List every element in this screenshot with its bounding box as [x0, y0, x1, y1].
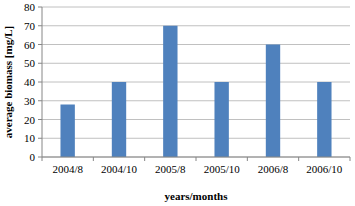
bar — [112, 82, 126, 157]
x-tick — [196, 157, 197, 161]
y-tick-label: 10 — [24, 132, 36, 144]
x-tick — [247, 157, 248, 161]
y-tick-label: 20 — [24, 114, 36, 126]
grid-line — [42, 44, 350, 45]
bar — [317, 82, 331, 157]
y-tick — [38, 138, 42, 139]
y-tick-label: 40 — [24, 76, 36, 88]
x-tick-label: 2006/10 — [306, 163, 343, 175]
y-tick-label: 50 — [24, 57, 36, 69]
x-tick-label: 2005/8 — [155, 163, 186, 175]
x-tick — [93, 157, 94, 161]
grid-line — [42, 82, 350, 83]
chart-container: 0 10 20 30 40 50 60 70 80 2004/8 2004/10 2005/8 2005… — [0, 0, 355, 206]
y-tick — [38, 44, 42, 45]
y-tick — [38, 25, 42, 26]
y-tick — [38, 7, 42, 8]
bar — [60, 105, 74, 158]
grid-line — [42, 25, 350, 26]
chart-svg: 0 10 20 30 40 50 60 70 80 2004/8 2004/10 2005/8 2005… — [0, 0, 355, 206]
x-axis-title: years/months — [165, 190, 229, 202]
bar — [163, 26, 177, 157]
y-axis-title: average biomass [mg/L] — [2, 26, 14, 138]
bar — [214, 82, 228, 157]
y-tick — [38, 119, 42, 120]
y-axis — [42, 7, 43, 157]
x-tick-label: 2004/10 — [101, 163, 138, 175]
grid-line — [42, 63, 350, 64]
x-tick-label: 2004/8 — [52, 163, 83, 175]
y-tick — [38, 100, 42, 101]
y-tick — [38, 157, 42, 158]
bar — [266, 45, 280, 158]
grid-line — [42, 100, 350, 101]
y-tick-label: 80 — [24, 1, 36, 13]
y-tick-label: 0 — [30, 151, 36, 163]
x-tick — [298, 157, 299, 161]
y-tick-label: 70 — [24, 20, 36, 32]
grid-line — [42, 138, 350, 139]
y-tick-label: 60 — [24, 39, 36, 51]
x-tick — [350, 157, 351, 161]
bars — [60, 26, 331, 157]
x-tick-label: 2005/10 — [204, 163, 241, 175]
grid-line — [42, 7, 350, 8]
grid-line — [42, 119, 350, 120]
x-tick — [42, 157, 43, 161]
x-tick — [144, 157, 145, 161]
x-tick-label: 2006/8 — [258, 163, 289, 175]
y-tick-label: 30 — [24, 95, 36, 107]
y-tick — [38, 82, 42, 83]
y-tick — [38, 63, 42, 64]
